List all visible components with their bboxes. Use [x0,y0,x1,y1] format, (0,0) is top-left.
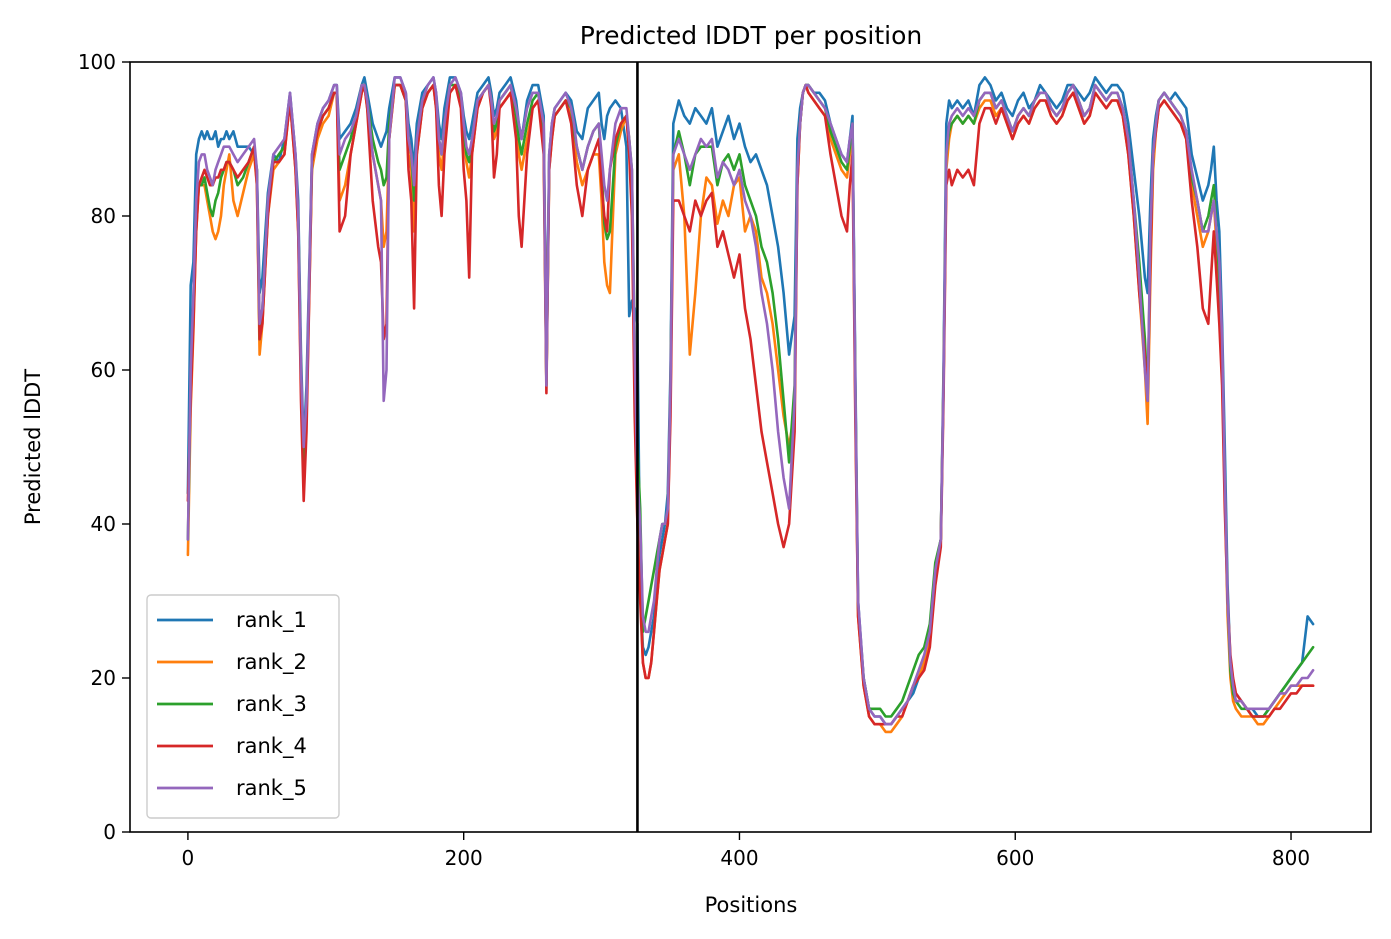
series-layer [186,76,1315,734]
series-line-rank_1 [186,76,1315,726]
legend-box [146,594,340,819]
x-tick-label: 600 [996,846,1034,870]
legend-label-rank_4: rank_4 [236,734,307,759]
y-axis: 0 20 40 60 80 100 [78,50,130,844]
legend-label-rank_5: rank_5 [236,776,307,801]
x-tick-label: 200 [445,846,483,870]
plot-frame [129,61,1372,833]
y-tick-label: 40 [91,512,116,536]
y-tick-label: 100 [78,50,116,74]
chart-title: Predicted lDDT per position [580,21,922,50]
legend-label-rank_3: rank_3 [236,692,307,717]
x-tick-label: 0 [182,846,195,870]
legend-label-rank_1: rank_1 [236,608,307,633]
y-axis-title: Predicted lDDT [21,369,45,525]
y-tick-label: 80 [91,204,116,228]
y-tick-label: 0 [103,820,116,844]
legend-label-rank_2: rank_2 [236,650,307,675]
series-line-rank_4 [186,83,1315,726]
x-tick-label: 800 [1272,846,1310,870]
legend: rank_1 rank_2 rank_3 rank_4 rank_5 [146,594,340,819]
x-tick-label: 400 [720,846,758,870]
x-axis: 0 200 400 600 800 [182,832,1310,870]
x-axis-title: Positions [705,893,798,917]
y-tick-label: 60 [91,358,116,382]
y-tick-label: 20 [91,666,116,690]
series-line-rank_5 [186,76,1315,726]
